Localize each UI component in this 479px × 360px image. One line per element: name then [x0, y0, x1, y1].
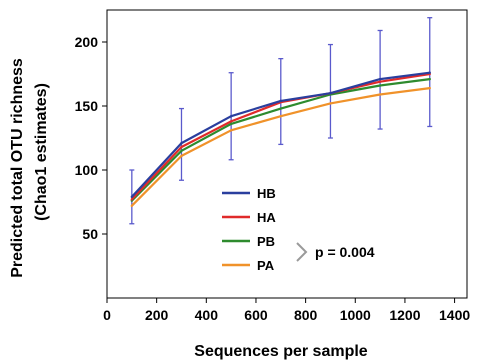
data-point	[378, 77, 382, 81]
series-lines	[130, 71, 431, 208]
x-tick-label: 1400	[439, 307, 470, 323]
data-point	[378, 93, 382, 96]
x-tick-label: 400	[195, 307, 219, 323]
data-point	[130, 198, 134, 201]
legend: HB HA PB PA	[222, 186, 276, 273]
data-point	[229, 115, 233, 118]
y-tick-label: 200	[75, 34, 99, 50]
y-axis-title-line-1: Predicted total OTU richness	[9, 58, 26, 278]
data-point	[329, 92, 332, 95]
error-bars	[129, 17, 433, 225]
data-point	[130, 195, 134, 199]
y-tick-label: 150	[75, 98, 99, 114]
data-point	[279, 99, 282, 103]
data-point	[428, 86, 431, 90]
data-point	[329, 102, 332, 105]
x-tick-label: 1200	[389, 307, 420, 323]
data-point	[378, 80, 382, 83]
data-point	[180, 145, 183, 149]
data-point	[180, 141, 183, 145]
x-tick-label: 600	[244, 307, 268, 323]
p-value-annotation: p = 0.004	[315, 244, 375, 260]
x-tick-label: 800	[294, 307, 318, 323]
plot-frame	[106, 9, 468, 299]
data-point	[180, 154, 183, 158]
legend-label-hb: HB	[257, 186, 276, 201]
legend-label-pa: PA	[257, 258, 275, 273]
data-point	[428, 77, 431, 81]
data-point	[229, 120, 233, 123]
data-point	[229, 122, 233, 126]
data-point	[130, 204, 134, 208]
data-point	[229, 129, 233, 132]
data-point	[428, 71, 431, 74]
x-tick-label: 200	[145, 307, 169, 323]
y-tick-label: 50	[82, 226, 98, 242]
x-axis-title: Sequences per sample	[194, 343, 368, 360]
data-point	[279, 107, 282, 110]
y-tick-label: 100	[75, 162, 99, 178]
x-axis-ticks: 0 200 400 600 800 1000 1200 1400	[103, 298, 470, 323]
legend-label-pb: PB	[257, 234, 275, 249]
data-point	[378, 84, 382, 87]
annotation-bracket	[296, 242, 308, 262]
data-point	[279, 115, 282, 118]
y-axis-title-line-2: (Chao1 estimates)	[33, 83, 50, 221]
y-axis-ticks: 50 100 150 200	[75, 34, 107, 242]
data-point	[180, 149, 183, 152]
x-tick-label: 0	[103, 307, 111, 323]
legend-label-ha: HA	[257, 210, 276, 225]
x-tick-label: 1000	[340, 307, 371, 323]
